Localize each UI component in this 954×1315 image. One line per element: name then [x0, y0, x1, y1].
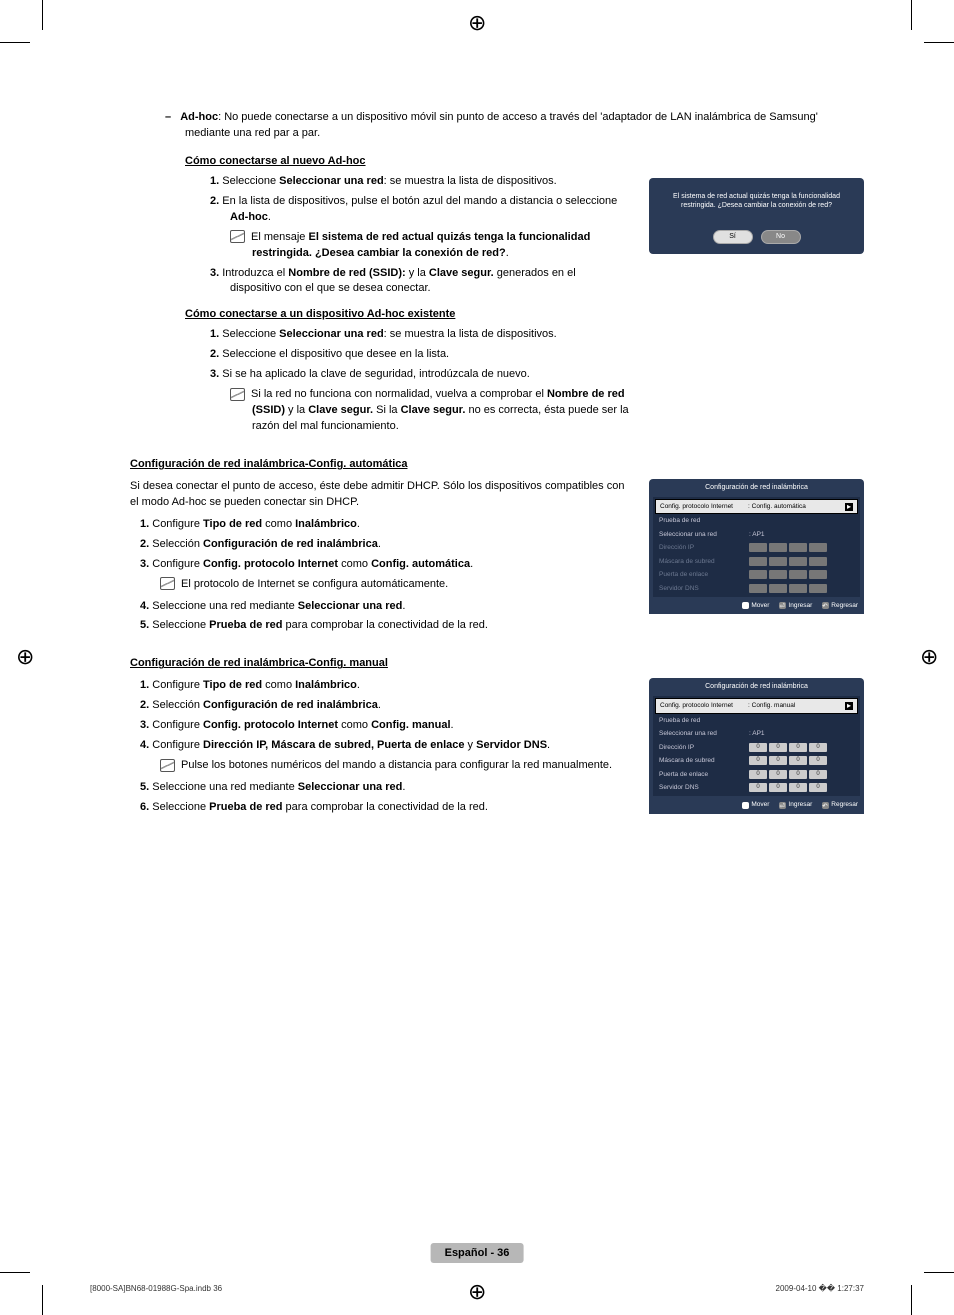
- crop-br-h: [924, 1272, 954, 1273]
- panel-row-dns[interactable]: Servidor DNS0000: [655, 781, 858, 794]
- heading-manual-config: Configuración de red inalámbrica-Config.…: [130, 656, 864, 672]
- page-badge: Español - 36: [431, 1243, 524, 1263]
- return-icon: ↶: [822, 802, 829, 809]
- list-manual-2: 5. Seleccione una red mediante Seleccion…: [130, 780, 629, 816]
- section-manual-config: 1. Configure Tipo de red como Inalámbric…: [130, 678, 864, 820]
- panel-row-test[interactable]: Prueba de red: [655, 514, 858, 527]
- note-manual: Pulse los botones numéricos del mando a …: [130, 758, 629, 774]
- panel-row-mask: Máscara de subred: [655, 555, 858, 568]
- footer: [8000-SA]BN68-01988G-Spa.indb 36 2009-04…: [90, 1284, 864, 1293]
- list-item: 1. Seleccione Seleccionar una red: se mu…: [130, 174, 629, 190]
- dialog-figure: El sistema de red actual quizás tenga la…: [649, 178, 864, 254]
- list-item: 3. Configure Config. protocolo Internet …: [130, 718, 629, 734]
- list-item: 3. Configure Config. protocolo Internet …: [130, 557, 629, 573]
- panel-row-protocol[interactable]: Config. protocolo Internet Config. autom…: [655, 499, 858, 514]
- heading-auto-config: Configuración de red inalámbrica-Config.…: [130, 457, 864, 473]
- list-item: 2. Selección Configuración de red inalám…: [130, 537, 629, 553]
- dialog-message: El sistema de red actual quizás tenga la…: [659, 192, 854, 210]
- footer-left: [8000-SA]BN68-01988G-Spa.indb 36: [90, 1284, 222, 1293]
- list-item: 6. Seleccione Prueba de red para comprob…: [130, 800, 629, 816]
- panel-row-select[interactable]: Seleccionar una redAP1: [655, 727, 858, 740]
- panel-row-dns: Servidor DNS: [655, 582, 858, 595]
- panel-title: Configuración de red inalámbrica: [649, 479, 864, 497]
- list-item: 3. Si se ha aplicado la clave de segurid…: [130, 367, 629, 383]
- panel-auto-config: Configuración de red inalámbrica Config.…: [649, 479, 864, 615]
- panel-manual-config: Configuración de red inalámbrica Config.…: [649, 678, 864, 814]
- move-icon: ✦: [742, 802, 749, 809]
- section-new-adhoc: Cómo conectarse al nuevo Ad-hoc 1. Selec…: [130, 148, 864, 302]
- footer-right: 2009-04-10 �� 1:27:37: [776, 1284, 864, 1293]
- move-icon: ✦: [742, 602, 749, 609]
- register-right: ⊕: [920, 648, 938, 666]
- arrow-right-icon: ▸: [845, 702, 853, 710]
- arrow-right-icon: ▸: [845, 503, 853, 511]
- crop-tr-v: [911, 0, 912, 30]
- crop-tl-v: [42, 0, 43, 30]
- crop-bl-v: [42, 1285, 43, 1315]
- list-item: 3. Introduzca el Nombre de red (SSID): y…: [130, 266, 629, 298]
- list-manual: 1. Configure Tipo de red como Inalámbric…: [130, 678, 629, 754]
- list-item: 2. Seleccione el dispositivo que desee e…: [130, 347, 629, 363]
- crop-br-v: [911, 1285, 912, 1315]
- adhoc-label: Ad-hoc: [180, 111, 218, 123]
- list-auto: 1. Configure Tipo de red como Inalámbric…: [130, 517, 629, 573]
- list-new-adhoc: 1. Seleccione Seleccionar una red: se mu…: [130, 174, 629, 226]
- content: Ad-hoc: No puede conectarse a un disposi…: [130, 110, 864, 820]
- list-new-adhoc-2: 3. Introduzca el Nombre de red (SSID): y…: [130, 266, 629, 298]
- panel-row-gw[interactable]: Puerta de enlace0000: [655, 768, 858, 781]
- panel-row-mask[interactable]: Máscara de subred0000: [655, 754, 858, 767]
- note-existing-adhoc: Si la red no funciona con normalidad, vu…: [130, 387, 629, 435]
- panel-row-ip: Dirección IP: [655, 541, 858, 554]
- list-item: 1. Configure Tipo de red como Inalámbric…: [130, 517, 629, 533]
- list-item: 1. Seleccione Seleccionar una red: se mu…: [130, 327, 629, 343]
- enter-icon: ⏎: [779, 602, 786, 609]
- note-auto: El protocolo de Internet se configura au…: [130, 577, 629, 593]
- auto-intro: Si desea conectar el punto de acceso, és…: [130, 479, 629, 511]
- heading-existing-adhoc: Cómo conectarse a un dispositivo Ad-hoc …: [185, 307, 864, 323]
- section-auto-config: Si desea conectar el punto de acceso, és…: [130, 479, 864, 639]
- adhoc-intro: Ad-hoc: No puede conectarse a un disposi…: [130, 110, 864, 142]
- panel-row-test[interactable]: Prueba de red: [655, 714, 858, 727]
- panel-title: Configuración de red inalámbrica: [649, 678, 864, 696]
- panel-row-select[interactable]: Seleccionar una redAP1: [655, 528, 858, 541]
- panel-row-ip[interactable]: Dirección IP0000: [655, 741, 858, 754]
- adhoc-text: : No puede conectarse a un dispositivo m…: [185, 111, 818, 139]
- panel-footer: ✦Mover ⏎Ingresar ↶Regresar: [649, 597, 864, 612]
- page: ⊕ ⊕ ⊕ ⊕ Ad-hoc: No puede conectarse a un…: [0, 0, 954, 1315]
- dialog-buttons: Sí No: [659, 230, 854, 244]
- enter-icon: ⏎: [779, 802, 786, 809]
- register-top: ⊕: [468, 14, 486, 32]
- list-auto-2: 4. Seleccione una red mediante Seleccion…: [130, 599, 629, 635]
- list-existing-adhoc: 1. Seleccione Seleccionar una red: se mu…: [130, 327, 629, 383]
- list-item: 1. Configure Tipo de red como Inalámbric…: [130, 678, 629, 694]
- dialog-no-button[interactable]: No: [761, 230, 801, 244]
- list-item: 5. Seleccione una red mediante Seleccion…: [130, 780, 629, 796]
- list-item: 5. Seleccione Prueba de red para comprob…: [130, 618, 629, 634]
- return-icon: ↶: [822, 602, 829, 609]
- register-left: ⊕: [16, 648, 34, 666]
- crop-tr-h: [924, 42, 954, 43]
- section-existing-adhoc: 1. Seleccione Seleccionar una red: se mu…: [130, 327, 864, 439]
- list-item: 2. Selección Configuración de red inalám…: [130, 698, 629, 714]
- note-new-adhoc: El mensaje El sistema de red actual quiz…: [130, 230, 629, 262]
- heading-new-adhoc: Cómo conectarse al nuevo Ad-hoc: [185, 154, 629, 170]
- panel-row-gw: Puerta de enlace: [655, 568, 858, 581]
- list-item: 4. Seleccione una red mediante Seleccion…: [130, 599, 629, 615]
- panel-row-protocol[interactable]: Config. protocolo Internet Config. manua…: [655, 698, 858, 713]
- list-item: 2. En la lista de dispositivos, pulse el…: [130, 194, 629, 226]
- panel-footer: ✦Mover ⏎Ingresar ↶Regresar: [649, 796, 864, 811]
- dialog-yes-button[interactable]: Sí: [713, 230, 753, 244]
- crop-tl-h: [0, 42, 30, 43]
- list-item: 4. Configure Dirección IP, Máscara de su…: [130, 738, 629, 754]
- crop-bl-h: [0, 1272, 30, 1273]
